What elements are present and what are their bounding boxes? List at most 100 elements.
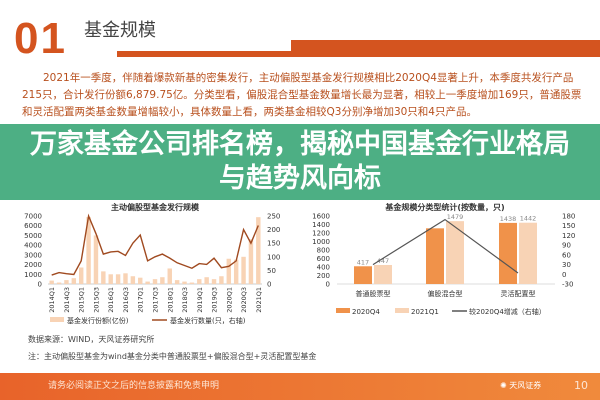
x-tick: 灵活配置型 [501, 289, 536, 298]
y-right-tick: 180 [562, 213, 575, 221]
bar [233, 259, 239, 284]
bar [174, 280, 180, 284]
y-left-tick: 7000 [24, 213, 42, 221]
bar [446, 221, 464, 284]
x-tick: 偏股混合型 [428, 289, 463, 298]
title-banner: 万家基金公司排名榜，揭秘中国基金行业格局与趋势风向标 [0, 124, 600, 200]
data-label: 1442 [520, 215, 537, 223]
data-label: 417 [357, 258, 369, 266]
chart-title: 基金规模分类型统计(按数量，只) [384, 202, 504, 212]
y-right-tick: 0 [562, 271, 566, 279]
legend-swatch-bar [395, 308, 409, 313]
section-number: 01 [14, 14, 67, 63]
bar [145, 281, 150, 284]
y-left-tick: 2000 [24, 261, 42, 269]
y-right-tick: 150 [267, 240, 280, 248]
x-tick: 2018Q3 [181, 287, 189, 313]
y-left-tick: 1600 [312, 213, 330, 221]
y-left-tick: 200 [317, 272, 330, 280]
bar [138, 277, 143, 284]
x-tick: 2014Q1 [48, 287, 56, 313]
legend-label: 2020Q4 [352, 308, 380, 316]
y-right-tick: 50 [267, 267, 276, 275]
bar [78, 267, 84, 284]
bar [71, 278, 77, 284]
bar [115, 274, 121, 284]
y-right-tick: 60 [562, 251, 571, 259]
y-left-tick: 1200 [312, 230, 330, 238]
y-left-tick: 6000 [24, 222, 42, 230]
chart-title: 主动偏股型基金发行规模 [111, 202, 200, 212]
chart-note: 注：主动偏股型基金为wind基金分类中普通股票型+偏股混合型+灵活配置型基金 [28, 352, 317, 361]
x-tick: 2021Q1 [255, 287, 263, 313]
footer-bar: 请务必阅读正文之后的信息披露和免责申明 ✺ 天风证券 10 [0, 373, 600, 400]
section-title: 基金规模 [84, 20, 156, 41]
header-underline [117, 51, 600, 57]
bar [211, 279, 217, 284]
y-left-tick: 1400 [312, 221, 330, 229]
y-left-tick: 4000 [24, 242, 42, 250]
banner-title: 万家基金公司排名榜，揭秘中国基金行业格局与趋势风向标 [30, 129, 570, 194]
legend-label: 2021Q1 [411, 308, 439, 316]
x-tick: 普通股票型 [356, 289, 391, 298]
y-right-tick: 120 [562, 232, 575, 240]
x-tick: 2014Q3 [63, 287, 71, 313]
bar [160, 277, 165, 284]
y-right-tick: -30 [562, 281, 573, 289]
y-right-tick: 90 [562, 242, 571, 250]
y-left-tick: 0 [38, 281, 42, 289]
x-tick: 2015Q3 [92, 287, 100, 313]
x-tick: 2017Q3 [152, 287, 160, 313]
x-tick: 2017Q1 [137, 287, 145, 313]
legend-label: 基金发行数量(只，右轴) [170, 316, 246, 325]
bar [101, 271, 106, 284]
bar [354, 266, 372, 284]
bar [241, 256, 246, 284]
bar [426, 228, 444, 284]
bar [123, 273, 128, 284]
legend-label: 基金发行份额(亿份) [67, 316, 129, 325]
y-left-tick: 400 [317, 264, 330, 272]
x-tick: 2020Q3 [240, 287, 248, 313]
bar [49, 280, 54, 284]
disclaimer: 请务必阅读正文之后的信息披露和免责申明 [48, 381, 220, 391]
legend-label: 较2020Q4增减（右轴） [469, 307, 546, 316]
x-tick: 2016Q3 [122, 287, 130, 313]
y-left-tick: 1000 [24, 271, 42, 279]
x-tick: 2016Q1 [107, 287, 115, 313]
x-tick: 2019Q3 [211, 287, 219, 313]
header-accent-bar [291, 40, 600, 52]
bar [182, 281, 187, 284]
y-left-tick: 800 [317, 247, 330, 255]
bar [226, 258, 232, 284]
bar [248, 239, 254, 284]
y-left-tick: 1000 [312, 238, 330, 246]
page-number: 10 [574, 379, 588, 392]
data-source: 数据来源：WIND，天风证券研究所 [28, 335, 155, 344]
y-left-tick: 3000 [24, 251, 42, 259]
data-label: 447 [377, 257, 389, 265]
bar [499, 222, 517, 284]
y-left-tick: 0 [326, 281, 330, 289]
data-label: 1438 [500, 215, 517, 223]
y-left-tick: 600 [317, 255, 330, 263]
bar [374, 265, 392, 284]
y-right-tick: 250 [267, 213, 280, 221]
y-right-tick: 100 [267, 253, 280, 261]
bar [152, 279, 158, 284]
bar [93, 235, 99, 284]
x-tick: 2015Q1 [78, 287, 86, 313]
y-right-tick: 30 [562, 261, 571, 269]
series-line [372, 218, 519, 274]
x-tick: 2019Q1 [196, 287, 204, 313]
bar [86, 216, 91, 284]
brand-logo: ✺ 天风证券 [500, 381, 542, 390]
bar [108, 274, 113, 284]
legend-swatch-bar [336, 308, 350, 313]
y-left-tick: 5000 [24, 232, 42, 240]
bar [130, 276, 136, 284]
y-right-tick: 150 [562, 222, 575, 230]
summary-paragraph: 2021年一季度，伴随着爆款新基的密集发行，主动偏股型基金发行规模相比2020Q… [22, 72, 582, 118]
y-right-tick: 200 [267, 226, 280, 234]
